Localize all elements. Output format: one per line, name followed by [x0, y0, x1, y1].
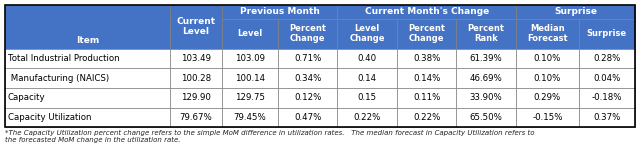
Text: 100.28: 100.28 — [180, 74, 211, 83]
Bar — [337, 5, 516, 19]
Bar — [337, 49, 397, 68]
Text: 129.75: 129.75 — [235, 93, 265, 102]
Text: Previous Month: Previous Month — [240, 7, 320, 16]
Text: 0.14: 0.14 — [358, 74, 377, 83]
Bar — [278, 49, 337, 68]
Bar — [456, 88, 516, 108]
Text: Capacity Utilization: Capacity Utilization — [8, 113, 91, 122]
Text: 129.90: 129.90 — [181, 93, 211, 102]
Bar — [170, 68, 222, 88]
Bar — [170, 108, 222, 127]
Text: Item: Item — [76, 36, 99, 45]
Text: 0.29%: 0.29% — [534, 93, 561, 102]
Text: -0.15%: -0.15% — [532, 113, 563, 122]
Bar — [397, 108, 456, 127]
Text: Percent
Change: Percent Change — [289, 24, 326, 43]
Text: 103.09: 103.09 — [235, 54, 265, 63]
Bar — [5, 5, 170, 49]
Bar — [170, 5, 222, 49]
Text: Level: Level — [237, 29, 262, 38]
Bar — [516, 68, 579, 88]
Bar — [579, 49, 635, 68]
Bar — [5, 49, 170, 68]
Text: 0.11%: 0.11% — [413, 93, 440, 102]
Bar — [397, 88, 456, 108]
Bar — [222, 108, 278, 127]
Bar — [222, 88, 278, 108]
Bar — [337, 68, 397, 88]
Text: Level
Change: Level Change — [349, 24, 385, 43]
Text: 0.40: 0.40 — [358, 54, 377, 63]
Bar — [170, 88, 222, 108]
Bar — [337, 88, 397, 108]
Bar — [5, 88, 170, 108]
Text: 0.34%: 0.34% — [294, 74, 321, 83]
Text: Capacity: Capacity — [8, 93, 45, 102]
Bar — [579, 88, 635, 108]
Text: 0.14%: 0.14% — [413, 74, 440, 83]
Text: 79.67%: 79.67% — [179, 113, 212, 122]
Bar — [337, 19, 397, 49]
Bar — [222, 19, 278, 49]
Bar — [456, 19, 516, 49]
Bar — [516, 49, 579, 68]
Text: Percent
Rank: Percent Rank — [468, 24, 505, 43]
Text: Median
Forecast: Median Forecast — [527, 24, 568, 43]
Bar — [516, 108, 579, 127]
Text: Current
Level: Current Level — [176, 17, 215, 36]
Text: 46.69%: 46.69% — [470, 74, 502, 83]
Bar — [5, 5, 222, 19]
Bar — [337, 108, 397, 127]
Bar — [456, 68, 516, 88]
Text: *The Capacity Utilization percent change refers to the simple MoM difference in : *The Capacity Utilization percent change… — [5, 129, 534, 143]
Text: 0.10%: 0.10% — [534, 74, 561, 83]
Bar — [397, 68, 456, 88]
Bar — [397, 49, 456, 68]
Text: 0.15: 0.15 — [358, 93, 377, 102]
Text: 0.22%: 0.22% — [353, 113, 381, 122]
Bar — [516, 5, 635, 19]
Bar — [579, 19, 635, 49]
Bar — [5, 5, 635, 127]
Bar — [5, 68, 170, 88]
Bar — [222, 5, 337, 19]
Text: Percent
Change: Percent Change — [408, 24, 445, 43]
Text: Manufacturing (NAICS): Manufacturing (NAICS) — [8, 74, 109, 83]
Text: 0.10%: 0.10% — [534, 54, 561, 63]
Bar — [456, 49, 516, 68]
Bar — [579, 68, 635, 88]
Bar — [516, 88, 579, 108]
Text: Total Industrial Production: Total Industrial Production — [8, 54, 119, 63]
Text: Current Month's Change: Current Month's Change — [365, 7, 489, 16]
Text: 103.49: 103.49 — [180, 54, 211, 63]
Text: 61.39%: 61.39% — [470, 54, 502, 63]
Text: 0.71%: 0.71% — [294, 54, 321, 63]
Bar — [5, 108, 170, 127]
Text: Surprise: Surprise — [587, 29, 627, 38]
Text: 65.50%: 65.50% — [470, 113, 502, 122]
Text: 0.47%: 0.47% — [294, 113, 321, 122]
Text: -0.18%: -0.18% — [591, 93, 622, 102]
Bar — [579, 108, 635, 127]
Text: Surprise: Surprise — [554, 7, 597, 16]
Text: 0.04%: 0.04% — [593, 74, 621, 83]
Bar — [278, 88, 337, 108]
Text: 33.90%: 33.90% — [470, 93, 502, 102]
Bar — [516, 19, 579, 49]
Bar — [278, 19, 337, 49]
Bar — [278, 68, 337, 88]
Text: 100.14: 100.14 — [235, 74, 265, 83]
Text: 0.28%: 0.28% — [593, 54, 621, 63]
Text: 0.22%: 0.22% — [413, 113, 440, 122]
Bar — [397, 19, 456, 49]
Bar — [170, 49, 222, 68]
Text: 79.45%: 79.45% — [234, 113, 266, 122]
Bar — [456, 108, 516, 127]
Bar — [278, 108, 337, 127]
Bar — [222, 49, 278, 68]
Text: 0.38%: 0.38% — [413, 54, 440, 63]
Text: 0.37%: 0.37% — [593, 113, 621, 122]
Text: 0.12%: 0.12% — [294, 93, 321, 102]
Bar — [222, 68, 278, 88]
